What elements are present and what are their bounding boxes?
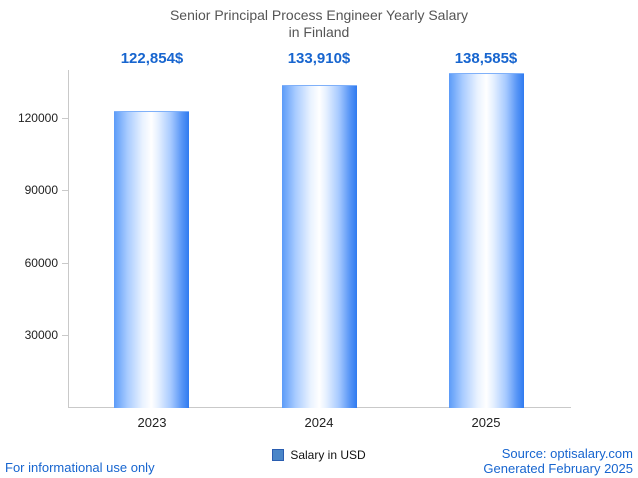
y-tick-mark [62, 263, 68, 264]
bar-value-label: 122,854$ [120, 50, 184, 67]
bar-2024 [282, 85, 357, 408]
y-tick-label: 60000 [24, 256, 58, 270]
x-axis-label: 2025 [471, 415, 501, 430]
legend: Salary in USD [0, 448, 638, 462]
y-tick-label: 30000 [24, 328, 58, 342]
y-tick-label: 90000 [24, 183, 58, 197]
chart-subtitle: in Finland [288, 24, 350, 40]
y-tick-mark [62, 190, 68, 191]
legend-swatch-icon [272, 449, 285, 461]
disclaimer-text: For informational use only [5, 460, 155, 475]
bar-value-label: 133,910$ [287, 50, 351, 67]
y-tick-mark [62, 118, 68, 119]
source-block: Source: optisalary.com Generated Februar… [483, 446, 633, 476]
x-axis-label: 2024 [304, 415, 334, 430]
bar-2025 [449, 73, 524, 408]
y-tick-label: 120000 [17, 111, 58, 125]
legend-label: Salary in USD [290, 448, 366, 462]
x-axis-label: 2023 [137, 415, 167, 430]
bar-2023 [114, 111, 189, 408]
y-tick-mark [62, 335, 68, 336]
bar-value-label: 138,585$ [454, 50, 518, 67]
generated-text: Generated February 2025 [483, 461, 633, 476]
chart-title: Senior Principal Process Engineer Yearly… [169, 7, 469, 23]
y-axis-line [68, 70, 69, 408]
source-text[interactable]: Source: optisalary.com [501, 446, 633, 461]
